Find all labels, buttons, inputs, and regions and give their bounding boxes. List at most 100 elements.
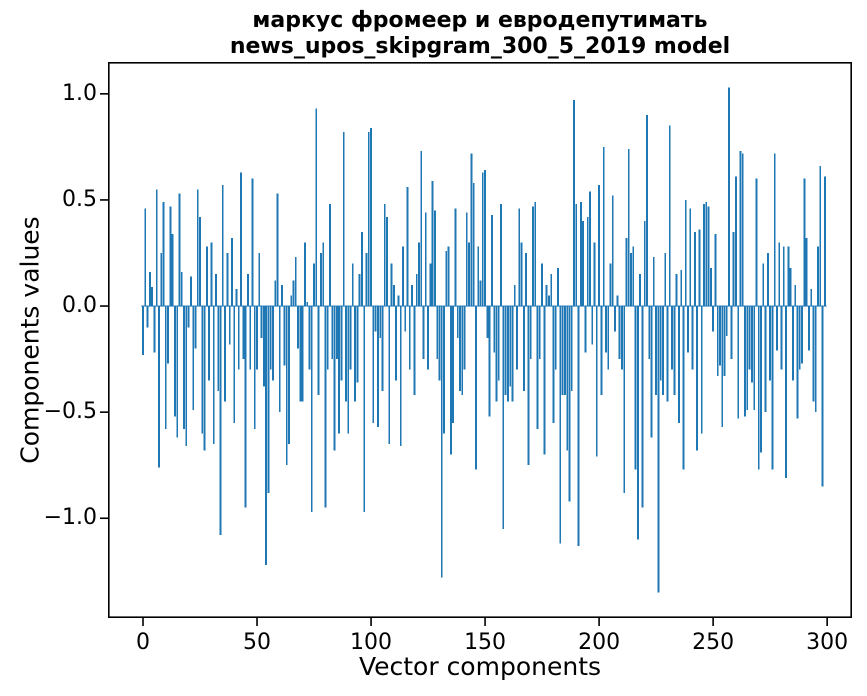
bar [762,263,765,307]
bar [335,306,338,360]
bar [513,284,516,307]
bar [741,153,744,307]
bar [338,306,341,434]
bar [379,306,382,338]
bar [347,306,350,434]
bar [511,306,514,402]
bar [746,306,749,411]
bar [315,108,318,307]
bar [778,242,781,307]
bar [509,306,512,387]
bar [484,170,486,307]
bar [687,306,689,353]
bar [479,280,482,307]
bar [698,229,701,307]
bar [306,301,309,307]
bar [728,87,730,307]
bar [814,306,817,413]
x-tick-label: 200 [578,630,621,655]
bar [370,127,372,307]
bar [274,280,277,307]
bar [522,306,525,391]
bar [429,263,432,307]
bar [682,306,685,470]
bar [563,306,566,396]
bar [294,257,297,307]
bar [691,306,694,370]
bar [324,306,327,508]
bar [559,306,562,544]
bar [548,295,550,307]
bar [493,306,496,353]
bar [160,252,163,307]
bar [251,178,254,307]
bar [543,306,546,455]
bar [235,289,238,307]
bar [593,242,596,307]
bar [240,172,242,307]
bar [390,263,393,307]
bar [589,191,591,307]
bar [646,115,648,307]
bar [447,246,450,307]
bar [376,306,379,428]
bar [504,306,507,396]
bar [288,306,290,444]
bar [486,306,489,338]
bar [764,306,767,413]
bar [794,284,797,307]
bar [187,306,190,328]
bar [176,306,179,438]
bar [502,306,505,529]
bar [821,306,824,487]
bar [151,286,154,307]
bar [703,204,705,307]
bar [554,306,557,370]
bar [684,199,687,307]
bar [463,306,466,370]
bar [356,306,359,383]
bar [427,306,429,370]
bar [735,176,737,307]
bar [737,306,740,419]
bar [650,306,653,438]
bar [595,306,598,457]
bar [422,306,425,360]
bar [785,306,787,478]
bar [205,246,208,307]
bar [185,306,188,447]
x-tick-label: 50 [243,630,272,655]
bar [771,306,774,470]
bar [212,306,215,444]
bar [424,212,427,307]
bar [680,269,683,307]
bar [219,306,222,536]
bar [329,204,331,307]
bar [671,306,673,370]
bar [666,306,669,402]
bar [285,306,288,466]
bar [723,306,726,377]
bar [725,306,728,336]
bar [253,306,256,430]
bar [262,306,265,387]
chart-title-line2: news_upos_skipgram_300_5_2019 model [229,34,731,59]
bar [584,306,587,353]
bar [657,306,660,593]
bar [532,206,534,307]
bar [659,306,662,381]
bar [246,274,249,307]
bar [491,214,493,307]
bar [215,274,217,307]
bar [518,208,521,307]
bar [506,306,509,402]
bar [636,306,639,540]
bar [696,306,699,451]
bar [625,238,628,307]
bar [475,306,477,470]
bar [819,165,822,307]
bar [199,216,201,307]
bar [319,252,322,307]
bar [372,306,375,423]
